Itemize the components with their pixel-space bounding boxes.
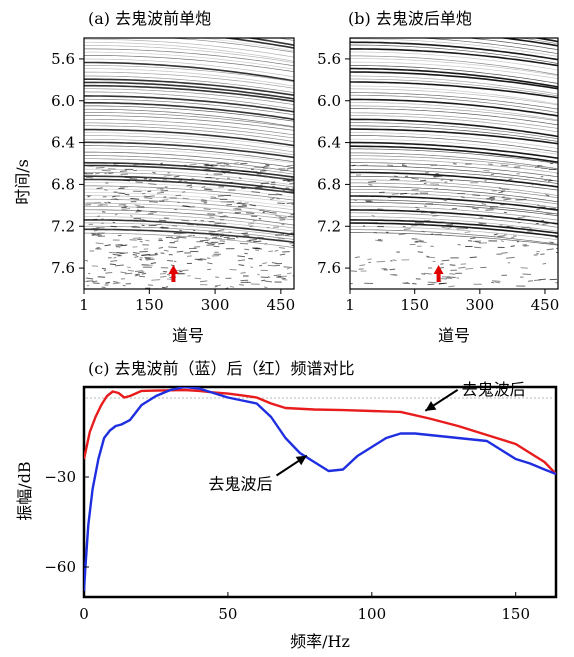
y-tick-label: 6.0 xyxy=(51,92,75,110)
y-tick-label: 6.8 xyxy=(317,175,341,193)
y-tick-label: 7.6 xyxy=(51,259,75,277)
x-tick-label: 300 xyxy=(201,296,230,314)
y-tick-label: 6.8 xyxy=(51,175,75,193)
x-tick-label: 100 xyxy=(357,605,386,623)
y-tick-label: 6.4 xyxy=(51,134,75,152)
y-tick-label: 7.2 xyxy=(317,217,341,235)
y-tick-label: 5.6 xyxy=(317,50,341,68)
panel-b-title: (b) 去鬼波后单炮 xyxy=(348,9,472,28)
x-tick-label: 150 xyxy=(501,605,530,623)
series-line-blue xyxy=(84,387,556,592)
annotation-label: 去鬼波后 xyxy=(462,380,526,399)
x-tick-label: 150 xyxy=(400,296,429,314)
spectrum-xlabel: 频率/Hz xyxy=(290,632,350,651)
x-tick-label: 150 xyxy=(135,296,164,314)
panel-b-frame xyxy=(349,37,559,290)
panel-a-ylabel: 时间/s xyxy=(13,159,32,205)
panel-a-title: (a) 去鬼波前单炮 xyxy=(88,9,211,28)
panel-a-frame xyxy=(83,37,295,290)
x-tick-label: 300 xyxy=(466,296,495,314)
y-tick-label: 7.6 xyxy=(317,259,341,277)
y-tick-label: 6.4 xyxy=(317,134,341,152)
y-tick-label: 5.6 xyxy=(51,50,75,68)
y-tick-label: −60 xyxy=(44,558,76,576)
annotation-arrowhead xyxy=(295,455,307,466)
seismic-panel-a: 1 150 300 450 5.6 6.0 6.4 6.8 7.2 7.6 xyxy=(51,37,296,314)
panel-b-xlabel: 道号 xyxy=(438,326,470,345)
seismic-traces-b xyxy=(350,38,558,289)
series-line-red xyxy=(84,388,556,475)
x-tick-label: 1 xyxy=(79,296,89,314)
x-tick-label: 0 xyxy=(79,605,89,623)
panel-c-title: (c) 去鬼波前（蓝）后（红）频谱对比 xyxy=(88,359,355,378)
panel-a-xlabel: 道号 xyxy=(172,326,204,345)
x-tick-label: 1 xyxy=(345,296,355,314)
x-tick-label: 450 xyxy=(267,296,296,314)
spectrum-ylabel: 振幅/dB xyxy=(15,461,34,520)
spectrum-frame xyxy=(82,385,558,599)
marker-arrow-b xyxy=(433,265,444,282)
y-tick-label: 7.2 xyxy=(51,217,75,235)
seismic-traces-a xyxy=(84,38,294,289)
marker-arrow-a xyxy=(168,265,179,282)
y-tick-label: −30 xyxy=(44,468,76,486)
y-tick-label: 6.0 xyxy=(317,92,341,110)
seismic-panel-b: 1 150 300 450 5.6 6.0 6.4 6.8 7.2 7.6 xyxy=(317,37,560,314)
annotation-label: 去鬼波后 xyxy=(208,475,272,494)
x-tick-label: 50 xyxy=(218,605,237,623)
x-tick-label: 450 xyxy=(531,296,560,314)
annotation-arrowhead xyxy=(425,401,437,411)
